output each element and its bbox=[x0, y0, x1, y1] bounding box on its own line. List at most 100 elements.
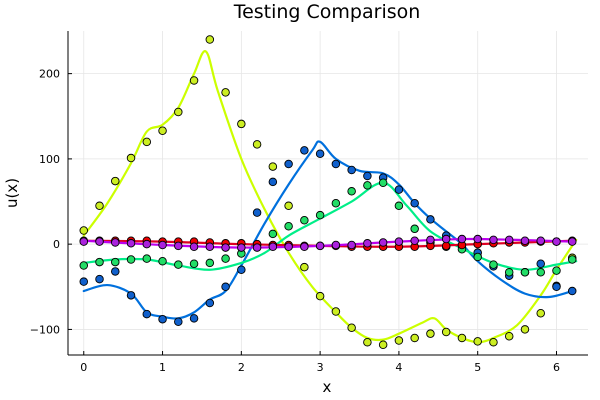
x-axis-label: x bbox=[323, 378, 332, 396]
data-point bbox=[520, 268, 530, 277]
data-point bbox=[536, 308, 545, 318]
data-point bbox=[237, 265, 246, 274]
data-point bbox=[284, 222, 293, 231]
data-point bbox=[189, 76, 199, 85]
data-point bbox=[489, 337, 498, 347]
data-point bbox=[237, 119, 246, 129]
data-point bbox=[95, 257, 104, 267]
data-point bbox=[300, 146, 309, 155]
data-point bbox=[504, 331, 514, 341]
data-point bbox=[268, 162, 278, 171]
data-point bbox=[189, 242, 199, 251]
data-point bbox=[347, 165, 356, 175]
series-line-1 bbox=[82, 50, 578, 344]
data-point bbox=[504, 235, 514, 245]
data-point bbox=[111, 176, 120, 186]
data-point bbox=[347, 187, 356, 196]
data-point bbox=[394, 201, 404, 211]
data-point bbox=[111, 257, 120, 267]
data-point bbox=[300, 216, 309, 225]
data-point bbox=[363, 171, 372, 181]
data-point bbox=[126, 291, 136, 300]
data-point bbox=[520, 236, 530, 245]
data-point bbox=[221, 282, 230, 292]
data-point bbox=[95, 201, 104, 211]
data-point bbox=[205, 242, 215, 251]
data-point bbox=[567, 237, 577, 246]
grid bbox=[68, 31, 588, 355]
data-point bbox=[331, 198, 341, 208]
tick-labels: 0 1 2 3 4 5 6 −100 0 100 200 bbox=[30, 68, 560, 374]
data-point bbox=[315, 241, 325, 251]
data-point bbox=[504, 268, 514, 277]
data-point bbox=[410, 333, 419, 343]
data-point bbox=[347, 240, 356, 250]
y-tick-label: 100 bbox=[39, 153, 60, 166]
data-point bbox=[331, 307, 341, 316]
data-point bbox=[205, 35, 215, 44]
x-tick-label: 4 bbox=[395, 361, 402, 374]
data-point bbox=[268, 177, 278, 187]
data-point bbox=[552, 282, 561, 292]
data-point bbox=[221, 88, 230, 97]
x-tick-label: 3 bbox=[317, 361, 324, 374]
x-tick-label: 0 bbox=[80, 361, 87, 374]
data-point bbox=[252, 243, 262, 252]
data-point bbox=[315, 291, 325, 301]
data-point bbox=[315, 149, 325, 159]
data-point bbox=[363, 239, 372, 248]
data-point bbox=[300, 242, 309, 251]
data-point bbox=[174, 241, 183, 251]
data-point bbox=[205, 258, 215, 268]
series-points bbox=[79, 35, 577, 350]
data-point bbox=[457, 234, 467, 244]
data-point bbox=[95, 274, 104, 284]
data-point bbox=[174, 260, 183, 269]
data-point bbox=[79, 226, 89, 235]
y-tick-label: 0 bbox=[53, 238, 60, 251]
data-point bbox=[205, 298, 215, 308]
data-point bbox=[378, 238, 388, 247]
data-point bbox=[158, 240, 167, 250]
data-point bbox=[111, 238, 120, 247]
data-point bbox=[536, 259, 545, 269]
x-tick-label: 5 bbox=[474, 361, 481, 374]
data-point bbox=[457, 333, 467, 343]
data-point bbox=[189, 314, 199, 323]
data-point bbox=[441, 327, 451, 337]
data-point bbox=[473, 252, 482, 262]
data-point bbox=[567, 255, 577, 264]
data-point bbox=[300, 262, 309, 272]
y-axis-label: u(x) bbox=[3, 178, 21, 208]
y-tick-label: −100 bbox=[30, 323, 60, 336]
data-point bbox=[142, 239, 152, 249]
data-point bbox=[552, 266, 561, 275]
data-point bbox=[347, 323, 356, 332]
y-tick-label: 200 bbox=[39, 68, 60, 81]
data-point bbox=[268, 229, 278, 239]
data-point bbox=[142, 254, 152, 263]
data-point bbox=[252, 140, 262, 149]
data-point bbox=[410, 236, 419, 245]
data-point bbox=[284, 201, 293, 211]
data-point bbox=[410, 224, 419, 234]
data-point bbox=[426, 235, 435, 245]
data-point bbox=[489, 260, 498, 269]
data-point bbox=[268, 242, 278, 251]
data-point bbox=[79, 277, 89, 286]
data-point bbox=[331, 159, 341, 169]
data-point bbox=[221, 243, 230, 252]
data-point bbox=[284, 242, 293, 251]
data-point bbox=[315, 210, 325, 220]
data-point bbox=[142, 137, 152, 147]
data-point bbox=[79, 237, 89, 246]
data-point bbox=[126, 255, 136, 264]
data-point bbox=[394, 336, 404, 345]
x-tick-label: 2 bbox=[238, 361, 245, 374]
data-point bbox=[174, 317, 183, 326]
series-line-3 bbox=[82, 181, 578, 271]
data-point bbox=[426, 329, 435, 338]
data-point bbox=[536, 268, 545, 277]
data-point bbox=[363, 181, 372, 190]
